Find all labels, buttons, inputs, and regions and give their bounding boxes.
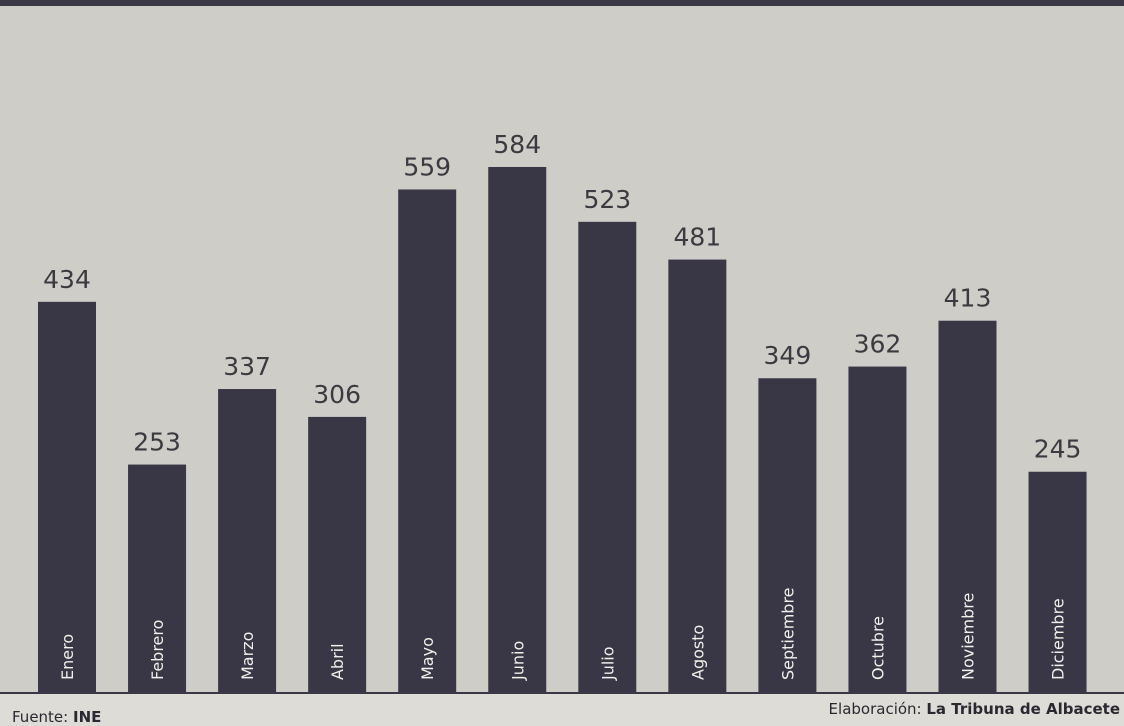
category-label-enero: Enero <box>58 634 77 680</box>
value-label-mayo: 559 <box>403 152 451 181</box>
bar-diciembre <box>1028 471 1087 692</box>
category-label-marzo: Marzo <box>238 632 257 680</box>
value-label-septiembre: 349 <box>764 341 812 370</box>
category-label-julio: Julio <box>598 646 617 681</box>
credit-prefix: Elaboración: <box>828 700 922 718</box>
bar-abril <box>308 416 367 692</box>
bar-agosto <box>668 259 727 692</box>
value-label-diciembre: 245 <box>1034 435 1082 464</box>
source-prefix: Fuente: <box>12 708 69 726</box>
bar-junio <box>488 166 547 692</box>
category-label-noviembre: Noviembre <box>959 593 978 680</box>
category-label-mayo: Mayo <box>418 637 437 680</box>
category-label-abril: Abril <box>328 643 347 680</box>
bar-chart: 434 Enero 253 Febrero 337 Marzo 306 Abril 559 May… <box>38 130 1087 692</box>
bar-noviembre <box>938 320 997 692</box>
category-label-junio: Junio <box>508 641 527 681</box>
bar-mayo <box>398 189 457 692</box>
category-label-septiembre: Septiembre <box>778 587 797 680</box>
category-label-diciembre: Diciembre <box>1049 598 1068 680</box>
bar-enero <box>38 301 96 692</box>
bar-octubre <box>848 366 907 692</box>
source-note: Fuente: INE <box>12 708 101 726</box>
category-label-agosto: Agosto <box>688 625 707 680</box>
bar-marzo <box>218 389 277 692</box>
value-label-abril: 306 <box>313 380 361 409</box>
credit-note: Elaboración: La Tribuna de Albacete <box>829 700 1120 718</box>
value-label-octubre: 362 <box>854 330 902 359</box>
value-label-noviembre: 413 <box>944 284 992 313</box>
value-label-junio: 584 <box>493 130 541 159</box>
top-border <box>0 0 1124 6</box>
value-label-febrero: 253 <box>133 428 181 457</box>
value-label-agosto: 481 <box>673 223 721 252</box>
bar-febrero <box>128 464 187 692</box>
value-label-julio: 523 <box>583 185 631 214</box>
chart-footer: Fuente: INE Elaboración: La Tribuna de A… <box>0 692 1124 726</box>
category-label-octubre: Octubre <box>868 616 887 680</box>
value-label-enero: 434 <box>43 265 91 294</box>
bar-septiembre <box>758 378 817 692</box>
source-value: INE <box>73 708 102 726</box>
category-label-febrero: Febrero <box>148 620 167 680</box>
footer-divider <box>0 692 1124 694</box>
bar-julio <box>578 221 637 692</box>
value-label-marzo: 337 <box>223 352 271 381</box>
credit-value: La Tribuna de Albacete <box>926 700 1120 718</box>
